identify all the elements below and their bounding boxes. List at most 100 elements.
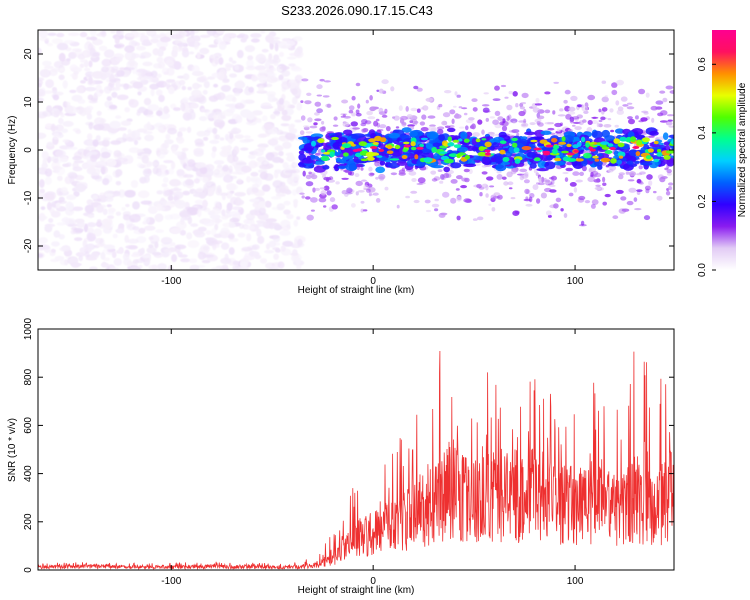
signal-halo-blob [536, 198, 541, 204]
signal-halo-blob [615, 100, 620, 106]
signal-halo-blob [504, 96, 509, 99]
signal-core-blob [540, 153, 549, 162]
signal-halo-blob [421, 114, 427, 120]
signal-peak-blob [439, 151, 448, 155]
noise-blob [296, 264, 302, 270]
signal-core-blob [388, 132, 400, 139]
signal-core-blob [526, 151, 537, 158]
noise-blob [103, 244, 116, 250]
noise-blob [118, 246, 124, 255]
noise-blob [53, 110, 64, 116]
noise-blob [213, 160, 225, 165]
signal-halo-blob [306, 214, 314, 221]
signal-core-blob [323, 144, 332, 152]
signal-halo-blob [320, 190, 327, 196]
noise-blob [288, 124, 294, 133]
noise-blob [114, 44, 122, 49]
signal-halo-blob [477, 216, 484, 221]
signal-halo-blob [331, 204, 338, 210]
signal-peak-blob [645, 155, 652, 160]
signal-halo-blob [444, 172, 450, 179]
noise-blob [245, 121, 257, 126]
noise-blob [79, 59, 87, 63]
signal-core-blob [343, 129, 353, 135]
noise-blob [171, 147, 176, 154]
noise-blob [241, 246, 253, 252]
noise-blob [237, 232, 246, 238]
signal-core-blob [524, 131, 536, 136]
signal-halo-blob [540, 176, 545, 183]
signal-halo-blob [363, 184, 369, 191]
spectrogram-x-axis-label: Height of straight line (km) [298, 285, 415, 296]
noise-blob [195, 162, 207, 169]
noise-blob [121, 206, 126, 211]
noise-blob [202, 89, 208, 95]
signal-halo-blob [573, 187, 578, 193]
noise-blob [104, 100, 111, 108]
signal-halo-blob [315, 152, 321, 156]
signal-halo-blob [581, 105, 589, 112]
noise-blob [260, 30, 266, 34]
signal-max-blob [573, 149, 579, 153]
signal-core-blob [549, 154, 558, 158]
signal-halo-blob [357, 190, 365, 193]
signal-halo-blob [534, 118, 542, 123]
signal-halo-blob [659, 176, 666, 183]
signal-halo-blob [503, 181, 509, 186]
noise-blob [66, 146, 78, 150]
signal-peak-blob [512, 142, 518, 148]
signal-peak-blob [600, 157, 611, 163]
signal-halo-blob [537, 182, 545, 186]
y-tick-label: 200 [23, 513, 34, 530]
noise-blob [182, 97, 189, 103]
signal-core-blob [322, 165, 330, 170]
noise-blob [128, 58, 136, 67]
signal-halo-blob [569, 182, 577, 187]
signal-halo-blob [413, 120, 419, 124]
noise-blob [109, 120, 121, 129]
noise-blob [198, 192, 207, 199]
noise-blob [38, 97, 45, 102]
noise-blob [196, 208, 202, 218]
colorbar-tick-label: 0.6 [697, 57, 708, 71]
signal-core-blob [529, 162, 537, 169]
signal-peak-blob [350, 143, 356, 147]
noise-blob [118, 189, 126, 198]
signal-halo-blob [648, 180, 653, 186]
signal-peak-blob [401, 155, 408, 159]
noise-blob [38, 167, 48, 171]
noise-blob [119, 67, 126, 71]
noise-blob [91, 194, 99, 200]
signal-halo-blob [627, 116, 633, 120]
signal-halo-blob [618, 172, 625, 176]
noise-blob [211, 151, 216, 159]
noise-blob [293, 36, 303, 42]
signal-halo-blob [666, 168, 672, 174]
signal-halo-blob [590, 203, 596, 209]
noise-blob [202, 254, 214, 258]
signal-halo-blob [508, 187, 513, 190]
noise-blob [170, 161, 176, 170]
signal-halo-blob [604, 193, 611, 198]
noise-blob [215, 30, 225, 34]
signal-halo-blob [377, 128, 384, 132]
noise-blob [203, 80, 210, 89]
noise-blob [110, 68, 119, 73]
noise-blob [210, 218, 223, 224]
signal-halo-blob [309, 125, 318, 129]
signal-halo-blob [375, 118, 380, 122]
signal-halo-blob [622, 104, 629, 107]
noise-blob [246, 176, 251, 183]
noise-blob [76, 106, 85, 115]
signal-halo-blob [501, 176, 507, 180]
signal-peak-blob [365, 151, 375, 158]
noise-blob [71, 262, 81, 268]
noise-blob [145, 30, 157, 35]
noise-blob [190, 223, 199, 227]
signal-core-blob [591, 130, 603, 139]
noise-blob [66, 106, 78, 115]
signal-halo-blob [559, 108, 564, 112]
signal-halo-blob [486, 176, 494, 181]
spectrogram-heatmap [38, 30, 674, 270]
signal-halo-blob [603, 124, 612, 128]
